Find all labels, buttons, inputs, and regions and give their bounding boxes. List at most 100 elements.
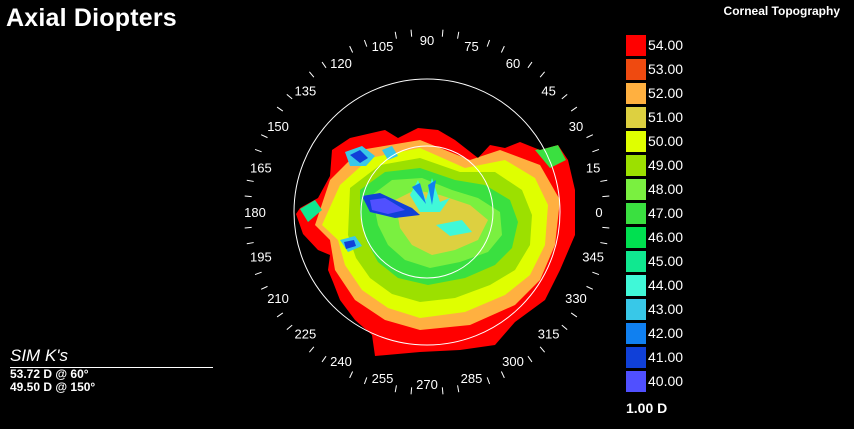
legend-swatch: [626, 34, 646, 56]
angle-label: 150: [267, 119, 289, 134]
angle-tick: [246, 242, 254, 245]
angle-tick: [500, 371, 505, 379]
sim-k-title: SIM K's: [10, 346, 213, 368]
legend-label: 52.00: [648, 85, 684, 101]
legend-swatch: [626, 178, 646, 200]
angle-tick: [254, 271, 262, 276]
angle-tick: [586, 285, 594, 290]
angle-tick: [349, 45, 354, 53]
angle-tick: [308, 71, 315, 78]
angle-tick: [246, 179, 254, 182]
angle-tick: [527, 61, 533, 69]
angle-tick: [254, 148, 262, 153]
angle-label: 105: [372, 39, 394, 54]
legend-swatch: [626, 202, 646, 224]
angle-label: 270: [416, 377, 438, 392]
angle-tick: [244, 226, 252, 229]
legend-label: 45.00: [648, 253, 684, 269]
legend-row: 51.00: [626, 105, 706, 129]
angle-label: 210: [267, 291, 289, 306]
legend-swatch: [626, 322, 646, 344]
legend-row: 48.00: [626, 177, 706, 201]
legend-step-size: 1.00 D: [626, 400, 668, 416]
inner-zone-circle: [360, 145, 494, 279]
angle-tick: [539, 71, 546, 78]
legend-label: 42.00: [648, 325, 684, 341]
page-title: Axial Diopters: [6, 4, 177, 32]
angle-tick: [394, 385, 397, 393]
angle-tick: [260, 285, 268, 290]
legend-row: 42.00: [626, 321, 706, 345]
angle-label: 60: [506, 56, 520, 71]
angle-tick: [363, 377, 368, 385]
legend-row: 49.00: [626, 153, 706, 177]
legend-swatch: [626, 298, 646, 320]
angle-tick: [600, 179, 608, 182]
legend-row: 40.00: [626, 369, 706, 393]
legend-swatch: [626, 82, 646, 104]
angle-label: 345: [582, 250, 604, 265]
legend-swatch: [626, 226, 646, 248]
angle-tick: [410, 29, 413, 37]
sim-k-steep: 53.72 D @ 60°: [10, 367, 89, 381]
angle-tick: [561, 324, 568, 331]
angle-label: 0: [595, 205, 602, 220]
sim-k-flat: 49.50 D @ 150°: [10, 380, 96, 394]
angle-label: 255: [372, 371, 394, 386]
angle-tick: [457, 385, 460, 393]
legend-label: 51.00: [648, 109, 684, 125]
legend-swatch: [626, 58, 646, 80]
angle-tick: [363, 39, 368, 47]
legend-label: 43.00: [648, 301, 684, 317]
legend-swatch: [626, 154, 646, 176]
legend-label: 48.00: [648, 181, 684, 197]
angle-tick: [286, 93, 293, 100]
legend-label: 54.00: [648, 37, 684, 53]
angle-tick: [394, 31, 397, 39]
angle-tick: [321, 355, 327, 363]
angle-label: 45: [541, 83, 555, 98]
legend-row: 54.00: [626, 33, 706, 57]
angle-label: 135: [295, 83, 317, 98]
angle-label: 15: [586, 160, 600, 175]
angle-label: 240: [330, 354, 352, 369]
angle-tick: [410, 387, 413, 395]
angle-tick: [570, 106, 578, 112]
legend-swatch: [626, 106, 646, 128]
angle-label: 120: [330, 56, 352, 71]
legend-row: 47.00: [626, 201, 706, 225]
legend-swatch: [626, 274, 646, 296]
angle-label: 195: [250, 250, 272, 265]
angle-label: 180: [244, 205, 266, 220]
angle-tick: [276, 106, 284, 112]
legend-swatch: [626, 370, 646, 392]
legend-row: 41.00: [626, 345, 706, 369]
angle-label: 90: [420, 33, 434, 48]
legend-label: 53.00: [648, 61, 684, 77]
legend-row: 44.00: [626, 273, 706, 297]
angle-label: 285: [461, 371, 483, 386]
angle-tick: [349, 371, 354, 379]
legend-label: 50.00: [648, 133, 684, 149]
legend-row: 43.00: [626, 297, 706, 321]
angle-label: 75: [464, 39, 478, 54]
legend-row: 52.00: [626, 81, 706, 105]
angle-tick: [527, 355, 533, 363]
angle-tick: [486, 377, 491, 385]
angle-tick: [600, 242, 608, 245]
angle-tick: [286, 324, 293, 331]
legend-label: 44.00: [648, 277, 684, 293]
sim-k-panel: SIM K's 53.72 D @ 60° 49.50 D @ 150°: [10, 346, 213, 394]
legend-label: 47.00: [648, 205, 684, 221]
angle-tick: [276, 312, 284, 318]
angle-label: 225: [295, 327, 317, 342]
angle-label: 30: [569, 119, 583, 134]
legend-swatch: [626, 346, 646, 368]
angle-tick: [260, 134, 268, 139]
angle-tick: [457, 31, 460, 39]
angle-tick: [586, 134, 594, 139]
angle-tick: [321, 61, 327, 69]
angle-tick: [441, 29, 444, 37]
legend-label: 41.00: [648, 349, 684, 365]
